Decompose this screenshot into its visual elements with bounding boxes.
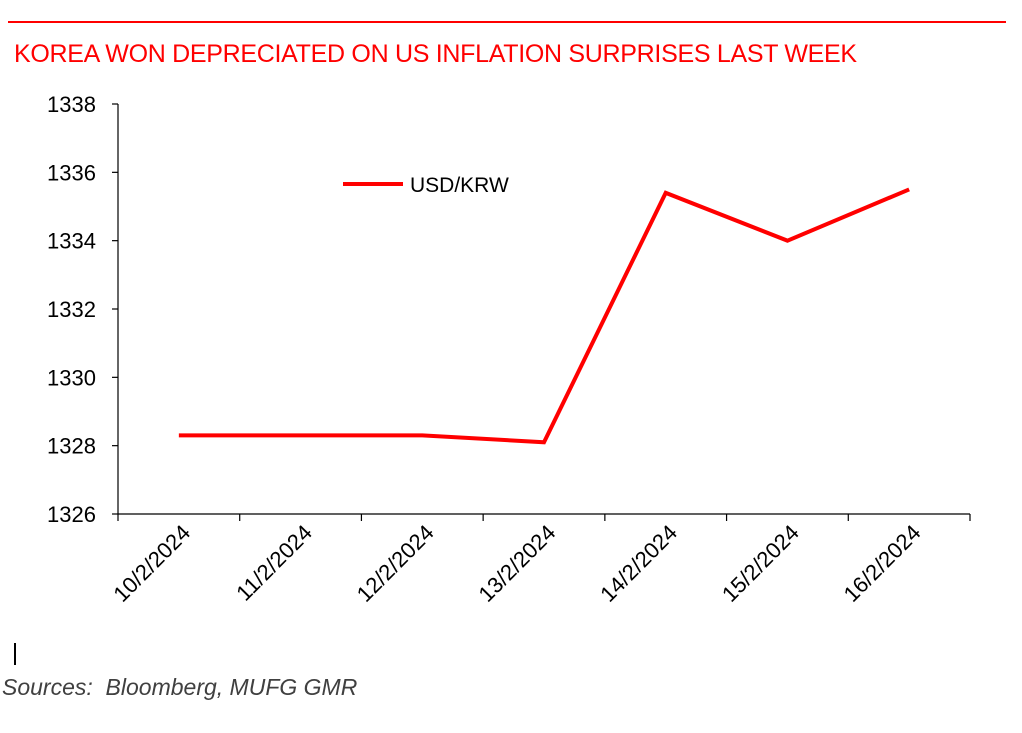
y-tick-label: 1332 [47, 297, 96, 322]
y-tick-label: 1328 [47, 434, 96, 459]
axes: 1326 1328 1330 1332 1334 1336 1338 10/2/2024 11/… [47, 92, 971, 607]
x-tick-label: 11/2/2024 [231, 520, 317, 606]
top-rule [8, 21, 1006, 23]
y-tick-label: 1334 [47, 229, 96, 254]
y-tick-label: 1338 [47, 92, 96, 117]
series-layer [178, 187, 910, 445]
y-tick-label: 1330 [47, 365, 96, 390]
series-line [178, 187, 910, 445]
y-tick-label: 1326 [47, 502, 96, 527]
chart-title: KOREA WON DEPRECIATED ON US INFLATION SU… [14, 40, 857, 68]
x-tick-label: 12/2/2024 [352, 520, 439, 607]
text-cursor-mark [14, 643, 16, 665]
y-tick-label: 1336 [47, 160, 96, 185]
source-note: Sources: Bloomberg, MUFG GMR [2, 674, 358, 700]
x-tick-label: 16/2/2024 [839, 520, 926, 607]
x-tick-label: 15/2/2024 [717, 520, 804, 607]
legend-label: USD/KRW [410, 174, 509, 197]
x-tick-label: 10/2/2024 [108, 520, 195, 607]
x-tick-label: 14/2/2024 [595, 520, 682, 607]
legend: USD/KRW [343, 174, 509, 197]
x-tick-label: 13/2/2024 [474, 520, 561, 607]
